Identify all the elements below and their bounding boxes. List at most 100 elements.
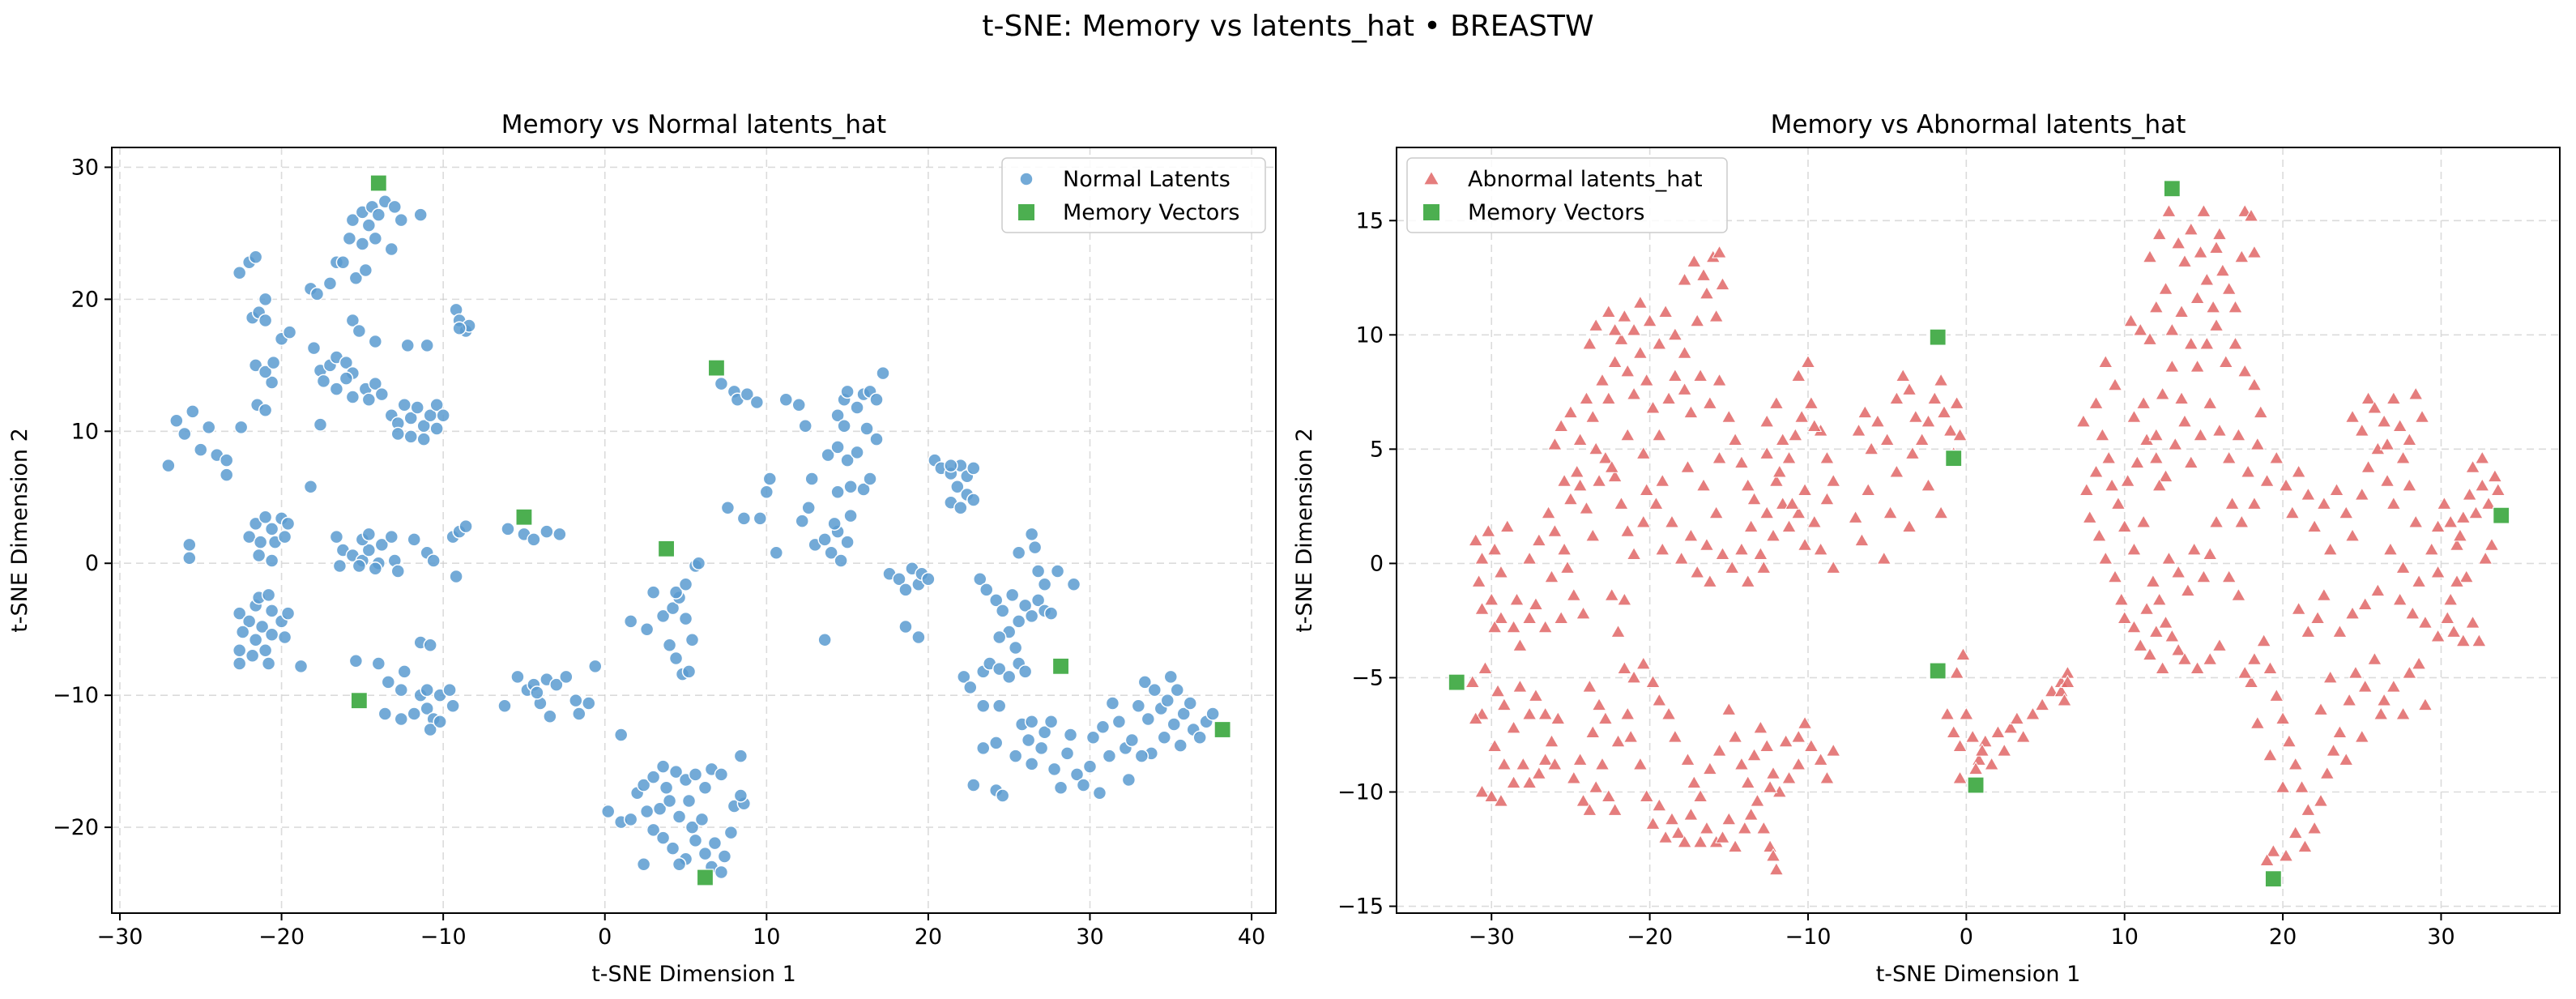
memory-vector-point: [1945, 450, 1963, 467]
data-point: [313, 417, 328, 432]
data-point: [2211, 638, 2228, 651]
data-point: [2221, 450, 2237, 464]
data-point: [769, 545, 784, 560]
data-point: [817, 632, 832, 647]
data-point: [358, 263, 373, 278]
data-point: [1689, 313, 1705, 327]
data-point: [2183, 222, 2199, 236]
data-point: [1047, 762, 1062, 777]
data-point: [1686, 254, 1702, 267]
data-point: [1105, 696, 1120, 711]
data-point: [1636, 514, 1652, 528]
data-point: [390, 426, 406, 442]
data-point: [2135, 395, 2152, 409]
data-point: [2430, 519, 2446, 533]
chart-title: Memory vs Abnormal latents_hat: [1771, 110, 2186, 139]
y-tick-label: 0: [1370, 551, 1384, 576]
data-point: [1566, 587, 1582, 601]
data-point: [2233, 514, 2250, 528]
data-point: [1024, 527, 1039, 542]
data-point: [1616, 660, 1632, 675]
data-point: [717, 849, 732, 864]
data-point: [2357, 596, 2373, 611]
data-point: [992, 661, 1007, 677]
data-point: [1943, 423, 1959, 437]
data-point: [2228, 299, 2243, 314]
data-point: [837, 419, 851, 433]
data-point: [2266, 843, 2281, 857]
data-point: [186, 404, 200, 419]
y-tick-label: −15: [1337, 894, 1384, 920]
data-point: [248, 632, 263, 647]
data-point: [1851, 423, 1866, 437]
data-point: [277, 630, 292, 645]
data-point: [2173, 391, 2190, 405]
data-point: [423, 722, 437, 737]
data-point: [1541, 505, 1556, 519]
data-point: [1667, 368, 1683, 382]
data-point: [2129, 455, 2145, 469]
data-point: [1686, 775, 1702, 789]
data-point: [329, 382, 344, 396]
data-point: [688, 767, 703, 782]
data-point: [1901, 519, 1917, 533]
data-point: [232, 656, 247, 671]
data-point: [1752, 719, 1768, 734]
data-point: [1712, 245, 1727, 258]
data-point: [2126, 619, 2142, 634]
data-point: [1860, 482, 1876, 497]
data-point: [1889, 464, 1904, 478]
data-point: [2376, 413, 2392, 428]
data-point: [2275, 779, 2291, 793]
data-point: [2132, 638, 2148, 651]
data-point: [394, 682, 409, 698]
data-point: [241, 529, 257, 544]
data-point: [1537, 707, 1554, 720]
data-point: [2288, 825, 2304, 839]
data-point: [2123, 313, 2139, 327]
data-point: [714, 865, 729, 880]
data-point: [1778, 733, 1793, 748]
x-axis-label: t-SNE Dimension 1: [591, 962, 796, 987]
data-point: [830, 485, 845, 499]
data-point: [2379, 437, 2395, 450]
data-point: [639, 621, 655, 637]
data-point: [2158, 615, 2173, 629]
data-point: [869, 392, 884, 407]
memory-vector-point: [350, 692, 368, 710]
data-point: [2060, 674, 2075, 688]
data-point: [1727, 729, 1743, 743]
data-point: [1695, 477, 1712, 492]
data-point: [1974, 743, 1990, 757]
data-point: [681, 664, 697, 679]
figure-suptitle: t-SNE: Memory vs latents_hat • BREASTW: [982, 10, 1594, 43]
data-point: [2382, 541, 2399, 556]
data-point: [2490, 482, 2506, 497]
data-point: [2309, 610, 2326, 624]
data-point: [944, 458, 958, 473]
data-point: [1173, 738, 1188, 753]
data-point: [2402, 665, 2417, 679]
data-point: [1588, 779, 1604, 793]
data-point: [420, 338, 434, 353]
data-point: [1102, 749, 1117, 763]
data-point: [1879, 432, 1896, 446]
data-point: [2306, 519, 2322, 533]
data-point: [1506, 619, 1521, 634]
data-point: [1027, 540, 1043, 555]
data-point: [1493, 610, 1509, 624]
legend-label: Abnormal latents_hat: [1468, 167, 1703, 192]
data-point: [2246, 245, 2263, 258]
data-point: [1604, 587, 1620, 601]
data-point: [1651, 427, 1667, 442]
data-point: [859, 421, 874, 436]
data-point: [2237, 363, 2253, 378]
data-point: [2281, 733, 2297, 748]
data-point: [1082, 759, 1098, 774]
legend-marker-normal: [1019, 172, 1034, 186]
data-point: [264, 604, 279, 618]
memory-vector-point: [2264, 870, 2282, 888]
data-point: [1601, 788, 1617, 803]
data-point: [2243, 208, 2259, 222]
